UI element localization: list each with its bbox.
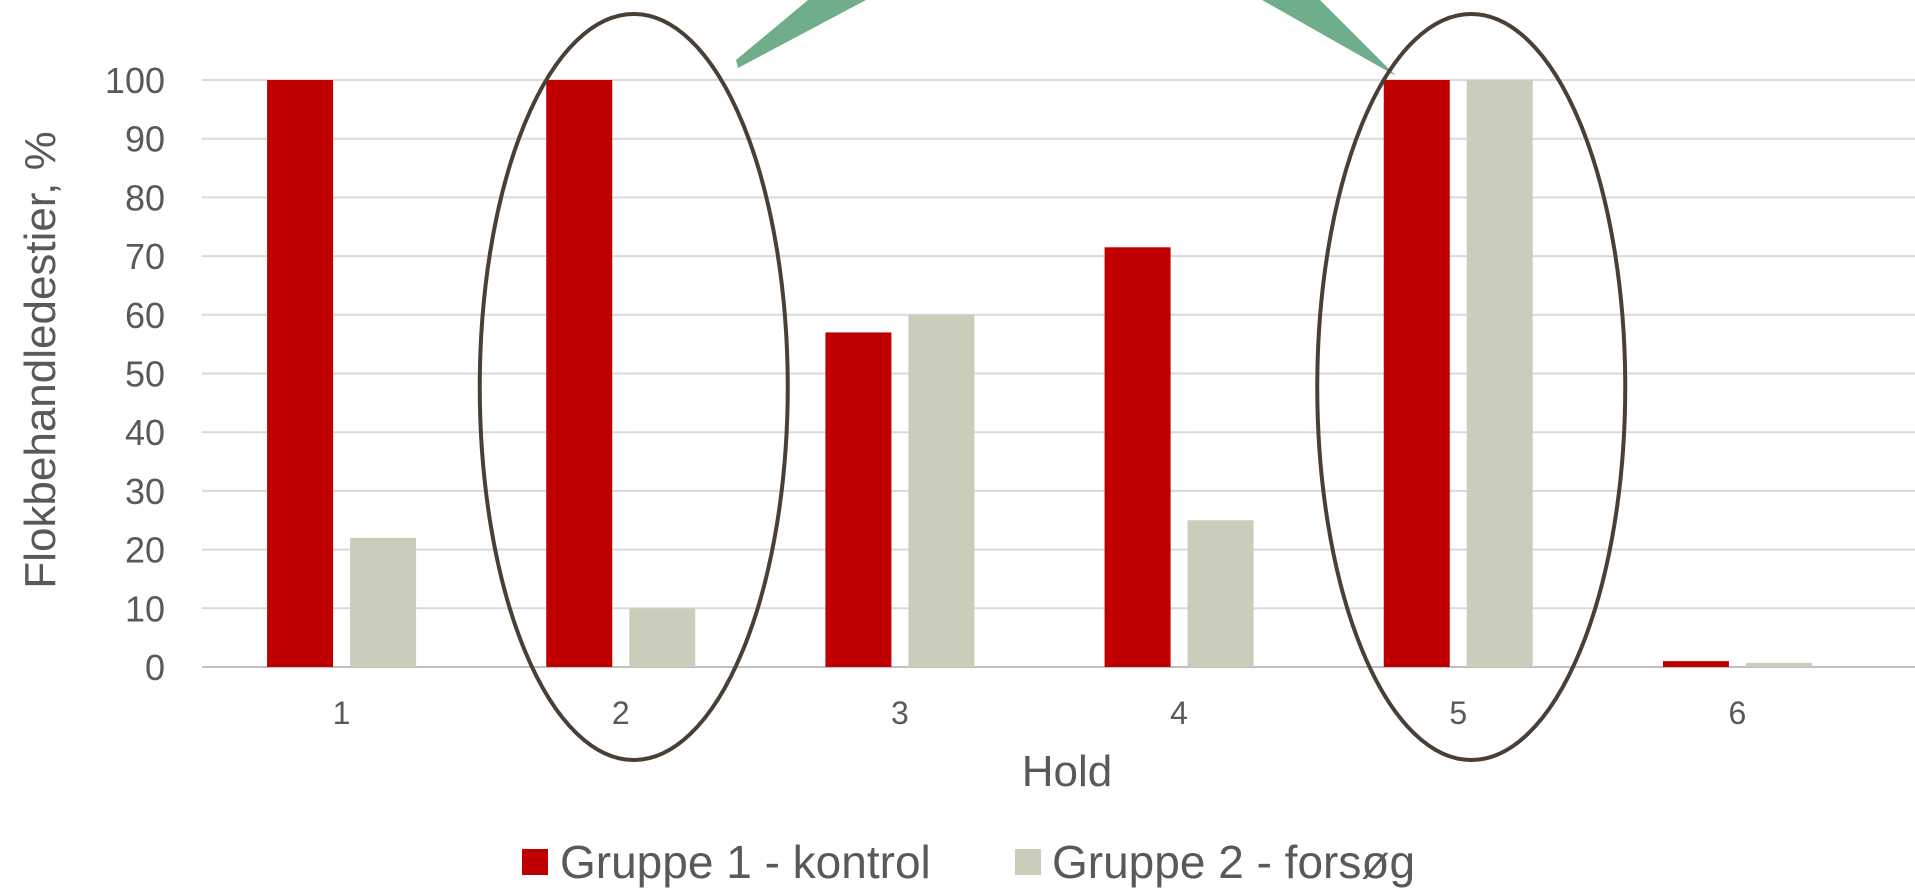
- legend-label-series-1: Gruppe 1 - kontrol: [560, 836, 931, 888]
- bar-series-2-hold-6: [1745, 662, 1812, 667]
- y-tick-label: 0: [145, 647, 165, 688]
- y-tick-label: 80: [125, 177, 165, 218]
- bar-series-2-hold-3: [908, 314, 975, 667]
- bar-series-1-hold-6: [1662, 661, 1729, 667]
- legend: Gruppe 1 - kontrol Gruppe 2 - forsøg: [522, 836, 1415, 888]
- bar-series-1-hold-3: [825, 332, 892, 667]
- callout-arrow-right: [1262, 0, 1396, 76]
- y-axis-title: Flokbehandledestier, %: [16, 131, 65, 588]
- x-tick-label: 5: [1449, 695, 1467, 731]
- y-tick-label: 60: [125, 295, 165, 336]
- y-tick-label: 30: [125, 471, 165, 512]
- legend-swatch-series-2: [1015, 849, 1041, 875]
- x-axis-title: Hold: [1022, 747, 1113, 796]
- bar-series-2-hold-4: [1187, 520, 1254, 667]
- highlight-ellipses: [477, 12, 1628, 762]
- highlight-ellipse-hold-2: [477, 12, 790, 762]
- x-tick-label: 6: [1729, 695, 1747, 731]
- x-axis-ticks: 1 2 3 4 5 6: [333, 695, 1747, 731]
- bar-series-2-hold-1: [350, 537, 417, 667]
- x-tick-label: 2: [612, 695, 630, 731]
- y-tick-label: 20: [125, 530, 165, 571]
- bar-series-1-hold-1: [267, 80, 334, 667]
- y-tick-label: 10: [125, 588, 165, 629]
- x-tick-label: 3: [891, 695, 909, 731]
- y-tick-label: 70: [125, 236, 165, 277]
- bar-series-1-hold-4: [1104, 247, 1171, 668]
- callout-arrow-left: [736, 0, 866, 68]
- bar-series-2-hold-2: [629, 608, 696, 667]
- y-tick-label: 40: [125, 412, 165, 453]
- y-tick-label: 50: [125, 354, 165, 395]
- y-axis-ticks: 0 10 20 30 40 50 60 70 80 90 100: [105, 60, 165, 688]
- bar-series-1-hold-2: [546, 80, 613, 667]
- bar-series-1-hold-5: [1383, 80, 1450, 667]
- highlight-ellipse-hold-5: [1315, 12, 1628, 762]
- gridlines: [202, 79, 1915, 668]
- bars: [267, 80, 1812, 668]
- y-tick-label: 100: [105, 60, 165, 101]
- legend-label-series-2: Gruppe 2 - forsøg: [1052, 836, 1415, 888]
- x-tick-label: 4: [1170, 695, 1188, 731]
- x-tick-label: 1: [333, 695, 351, 731]
- y-tick-label: 90: [125, 119, 165, 160]
- legend-swatch-series-1: [522, 849, 548, 875]
- bar-series-2-hold-5: [1466, 80, 1533, 667]
